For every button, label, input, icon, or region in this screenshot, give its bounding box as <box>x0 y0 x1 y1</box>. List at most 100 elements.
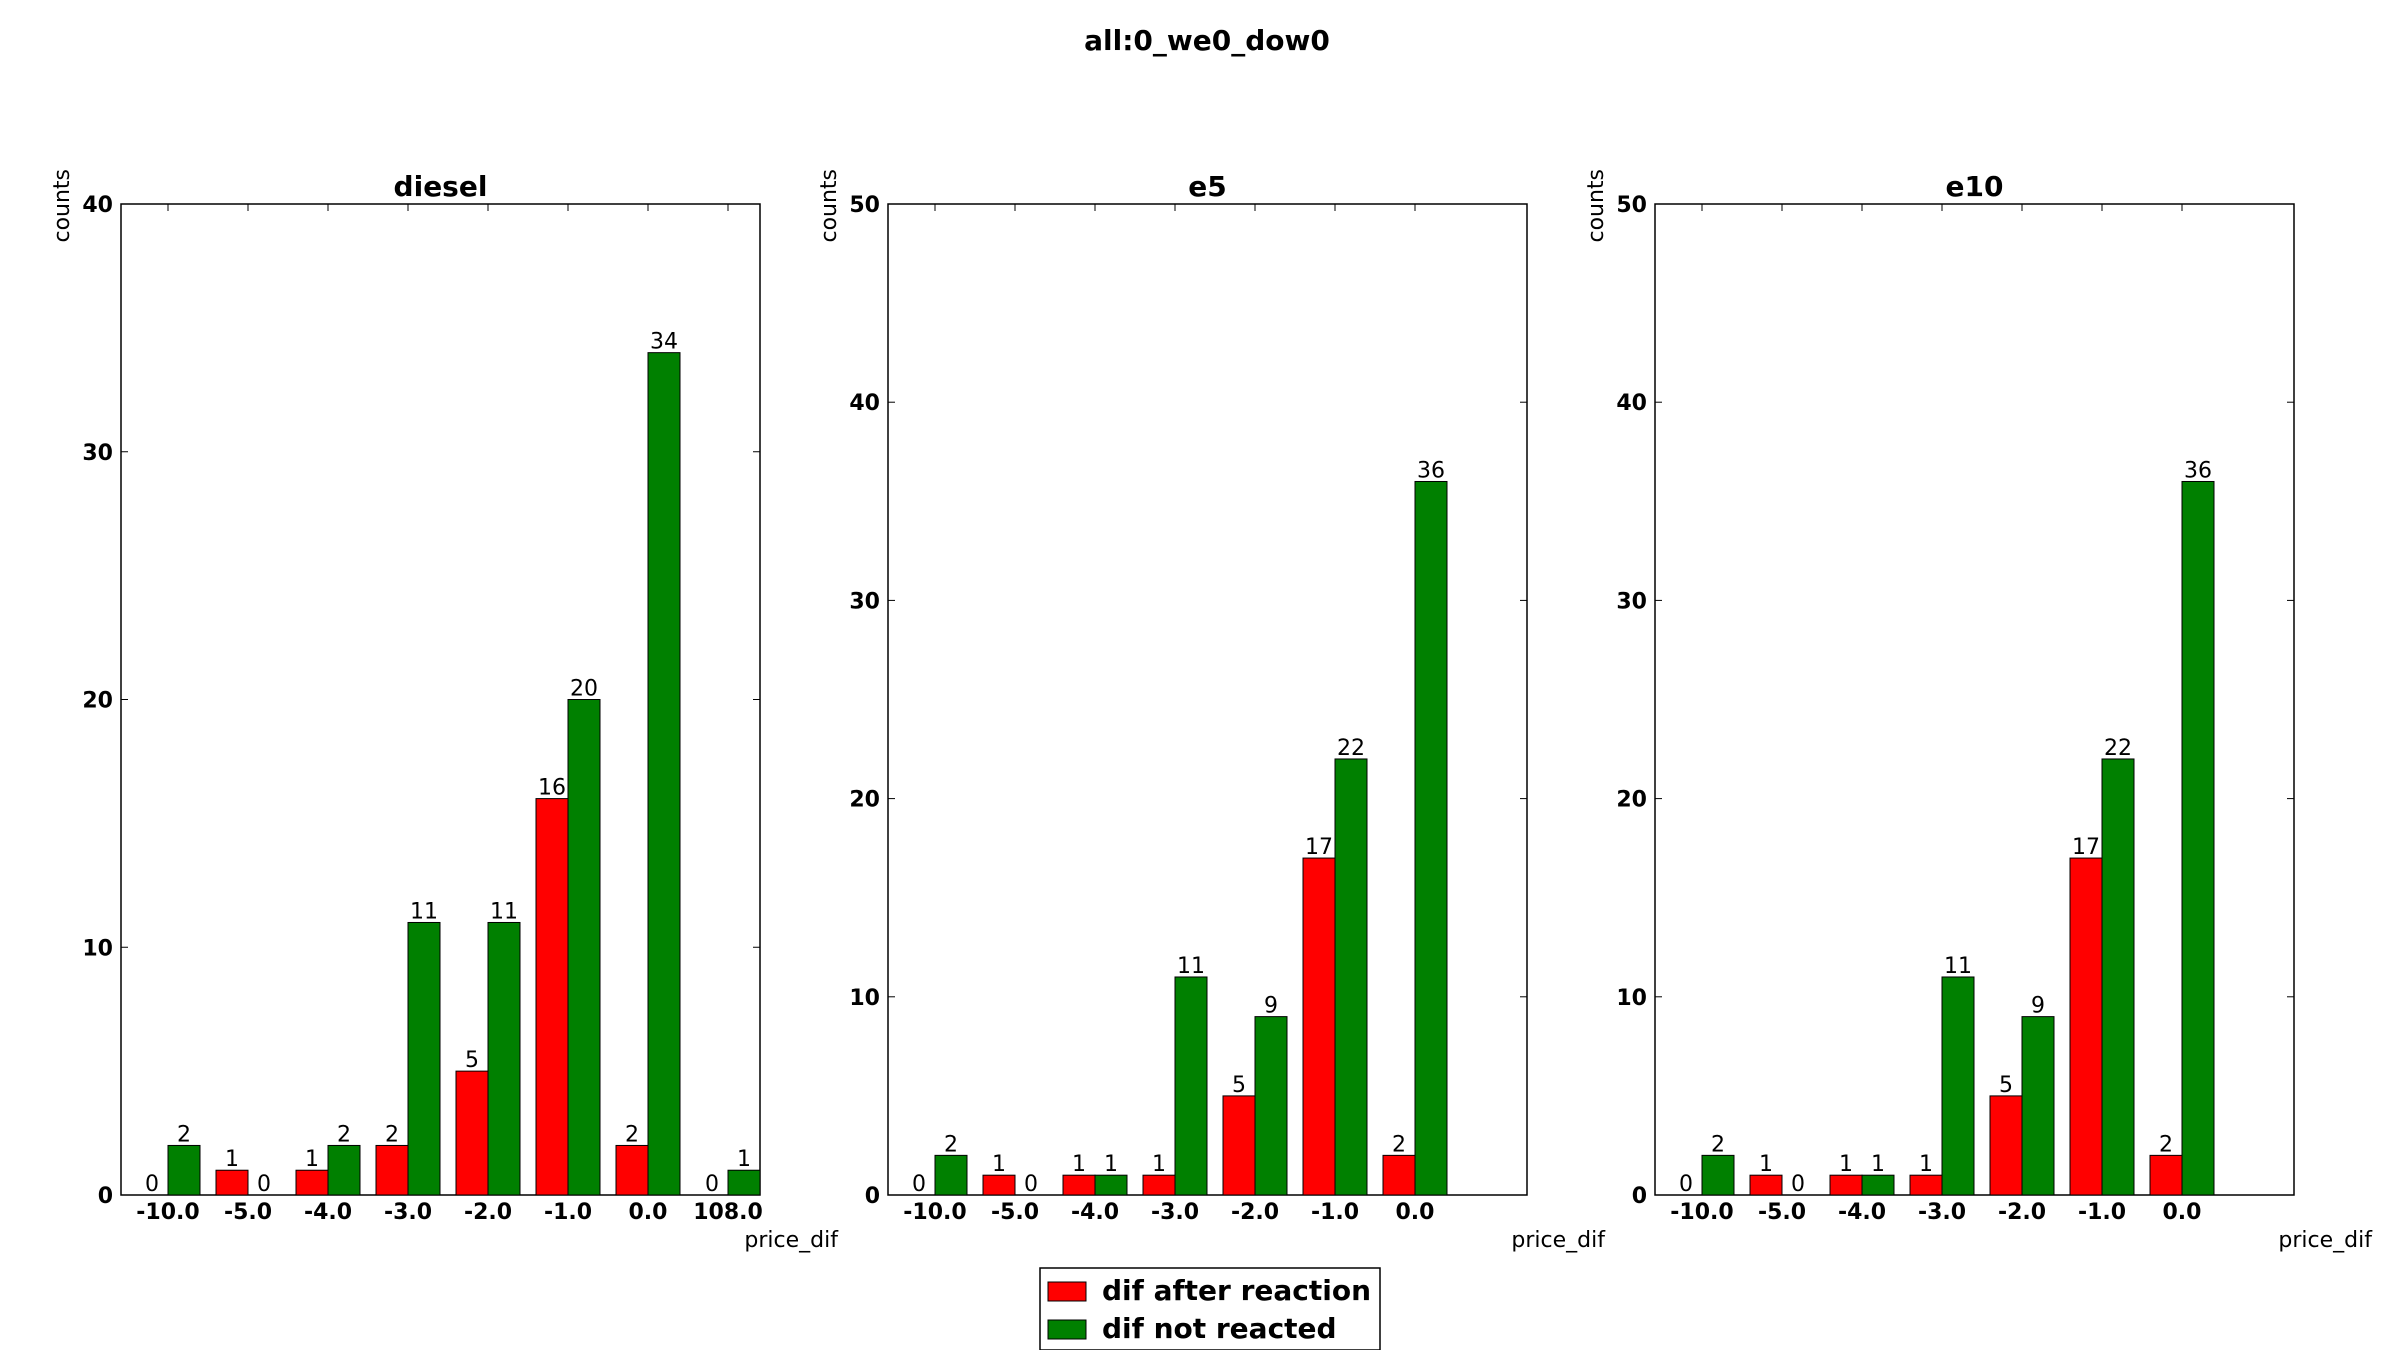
bar-value-label: 16 <box>538 776 566 801</box>
x-tick-label: -10.0 <box>1670 1200 1733 1225</box>
bar-value-label: 1 <box>225 1147 239 1172</box>
bar-value-label: 1 <box>1759 1152 1773 1177</box>
x-tick-label: -5.0 <box>224 1200 272 1225</box>
bar-value-label: 22 <box>1337 736 1365 761</box>
x-axis-label: price_dif <box>1511 1228 1606 1253</box>
bar-reaction <box>2149 1154 2183 1196</box>
x-axis-label: price_dif <box>744 1228 839 1253</box>
bar-value-label: 1 <box>1152 1152 1166 1177</box>
x-tick-label: -4.0 <box>1838 1200 1886 1225</box>
bar-reaction <box>1222 1095 1256 1196</box>
y-tick-label: 30 <box>1616 589 1647 614</box>
bar-value-label: 5 <box>1232 1073 1246 1098</box>
x-tick-label: -2.0 <box>1231 1200 1279 1225</box>
y-axis-label: counts <box>1584 169 1609 243</box>
bar-value-label: 2 <box>1711 1132 1725 1157</box>
bar-reaction <box>1749 1174 1783 1196</box>
y-tick-label: 40 <box>1616 391 1647 416</box>
chart-title: e10 <box>1946 170 2004 203</box>
chart-diesel: dieselcountsprice_dif010203040-10.002-5.… <box>50 169 839 1253</box>
x-tick-label: 108.0 <box>693 1200 763 1225</box>
bar-not-reacted <box>2101 758 2135 1196</box>
y-tick-label: 30 <box>849 589 880 614</box>
y-tick-label: 50 <box>849 193 880 218</box>
bar-value-label: 1 <box>1839 1152 1853 1177</box>
bar-value-label: 0 <box>1791 1172 1805 1197</box>
bar-reaction <box>455 1070 489 1196</box>
y-tick-label: 0 <box>865 1184 880 1209</box>
bar-value-label: 36 <box>1417 458 1445 483</box>
legend-swatch-not-reacted <box>1047 1319 1087 1340</box>
bar-not-reacted <box>1254 1016 1288 1196</box>
x-tick-label: -4.0 <box>304 1200 352 1225</box>
bar-not-reacted <box>1174 976 1208 1196</box>
bar-value-label: 0 <box>705 1172 719 1197</box>
bar-value-label: 11 <box>1944 954 1972 979</box>
bar-value-label: 17 <box>2072 835 2100 860</box>
bar-reaction <box>1302 857 1336 1196</box>
bar-value-label: 2 <box>1392 1132 1406 1157</box>
bar-value-label: 2 <box>177 1122 191 1147</box>
bar-value-label: 2 <box>944 1132 958 1157</box>
bar-reaction <box>1989 1095 2023 1196</box>
x-tick-label: -3.0 <box>1918 1200 1966 1225</box>
bar-reaction <box>215 1169 249 1196</box>
bar-value-label: 0 <box>912 1172 926 1197</box>
bar-not-reacted <box>1941 976 1975 1196</box>
bar-reaction <box>1909 1174 1943 1196</box>
bar-reaction <box>1829 1174 1863 1196</box>
y-axis-label: counts <box>50 169 75 243</box>
x-tick-label: -5.0 <box>1758 1200 1806 1225</box>
chart-title: diesel <box>394 170 488 203</box>
legend-frame <box>1039 1267 1381 1350</box>
x-axis-label: price_dif <box>2278 1228 2373 1253</box>
charts-container: dieselcountsprice_dif010203040-10.002-5.… <box>50 169 2373 1253</box>
bar-value-label: 0 <box>257 1172 271 1197</box>
y-tick-label: 10 <box>1616 986 1647 1011</box>
bar-not-reacted <box>727 1169 761 1196</box>
bar-value-label: 1 <box>1072 1152 1086 1177</box>
bar-value-label: 1 <box>737 1147 751 1172</box>
y-tick-label: 0 <box>98 1184 113 1209</box>
bar-value-label: 2 <box>385 1122 399 1147</box>
bar-not-reacted <box>647 352 681 1196</box>
bar-value-label: 0 <box>1679 1172 1693 1197</box>
chart-title: e5 <box>1188 170 1226 203</box>
bar-value-label: 0 <box>1024 1172 1038 1197</box>
y-tick-label: 30 <box>82 441 113 466</box>
bar-not-reacted <box>2181 480 2215 1196</box>
bar-value-label: 5 <box>465 1048 479 1073</box>
legend-label-reaction: dif after reaction <box>1102 1274 1371 1307</box>
bar-not-reacted <box>1094 1174 1128 1196</box>
bar-value-label: 0 <box>145 1172 159 1197</box>
bar-reaction <box>615 1144 649 1196</box>
bar-value-label: 2 <box>2159 1132 2173 1157</box>
bar-not-reacted <box>2021 1016 2055 1196</box>
y-tick-label: 40 <box>82 193 113 218</box>
y-tick-label: 10 <box>82 936 113 961</box>
x-tick-label: 0.0 <box>629 1200 668 1225</box>
bar-value-label: 9 <box>2031 994 2045 1019</box>
y-tick-label: 20 <box>82 689 113 714</box>
bar-value-label: 11 <box>1177 954 1205 979</box>
bar-not-reacted <box>487 921 521 1196</box>
bar-value-label: 22 <box>2104 736 2132 761</box>
bar-value-label: 1 <box>1871 1152 1885 1177</box>
bar-not-reacted <box>567 699 601 1196</box>
legend: dif after reaction dif not reacted <box>1039 1267 1381 1350</box>
bar-value-label: 11 <box>410 899 438 924</box>
y-tick-label: 20 <box>1616 788 1647 813</box>
x-tick-label: 0.0 <box>1396 1200 1435 1225</box>
y-tick-label: 20 <box>849 788 880 813</box>
bar-value-label: 9 <box>1264 994 1278 1019</box>
x-tick-label: -10.0 <box>136 1200 199 1225</box>
x-tick-label: -3.0 <box>1151 1200 1199 1225</box>
bar-value-label: 5 <box>1999 1073 2013 1098</box>
bar-value-label: 17 <box>1305 835 1333 860</box>
bar-value-label: 20 <box>570 677 598 702</box>
bar-value-label: 1 <box>1104 1152 1118 1177</box>
y-tick-label: 10 <box>849 986 880 1011</box>
bar-reaction <box>535 798 569 1196</box>
x-tick-label: -10.0 <box>903 1200 966 1225</box>
